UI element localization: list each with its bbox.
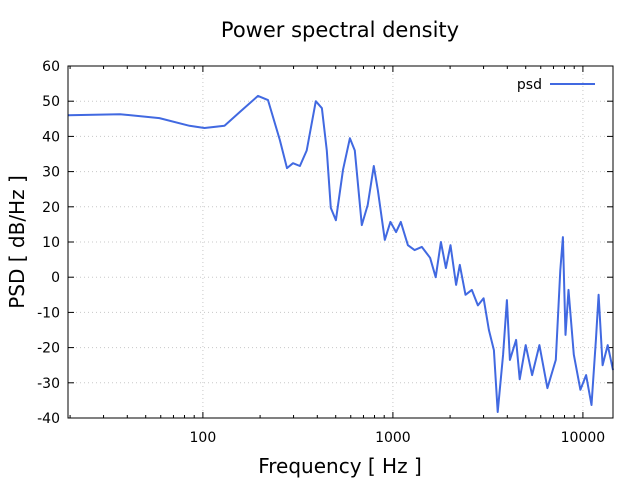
legend-label: psd xyxy=(517,77,542,93)
y-tick-label: 60 xyxy=(42,59,60,75)
y-tick-label: 20 xyxy=(42,200,60,216)
y-tick-label: -10 xyxy=(37,305,60,321)
series-line-psd xyxy=(67,94,614,413)
axis-ticks: -40 -30 -20 -10 0 10 20 30 40 50 60 100 1000 10000 xyxy=(37,59,613,446)
y-tick-label: 50 xyxy=(42,94,60,110)
y-tick-label: -30 xyxy=(37,376,60,392)
series-layer xyxy=(67,94,614,413)
chart-title: Power spectral density xyxy=(221,18,459,42)
y-tick-label: 10 xyxy=(42,235,60,251)
x-tick-label: 10000 xyxy=(561,430,606,446)
y-tick-label: 30 xyxy=(42,165,60,181)
y-tick-label: 40 xyxy=(42,129,60,145)
y-tick-label: -20 xyxy=(37,341,60,357)
grid xyxy=(68,66,613,418)
x-axis-label: Frequency [ Hz ] xyxy=(258,454,422,478)
y-axis-label: PSD [ dB/Hz ] xyxy=(5,175,29,309)
x-tick-label: 100 xyxy=(190,430,217,446)
legend: psd xyxy=(517,77,595,93)
plot-frame xyxy=(67,65,614,419)
x-tick-label: 1000 xyxy=(375,430,411,446)
y-tick-label: -40 xyxy=(37,411,60,427)
y-tick-label: 0 xyxy=(51,270,60,286)
